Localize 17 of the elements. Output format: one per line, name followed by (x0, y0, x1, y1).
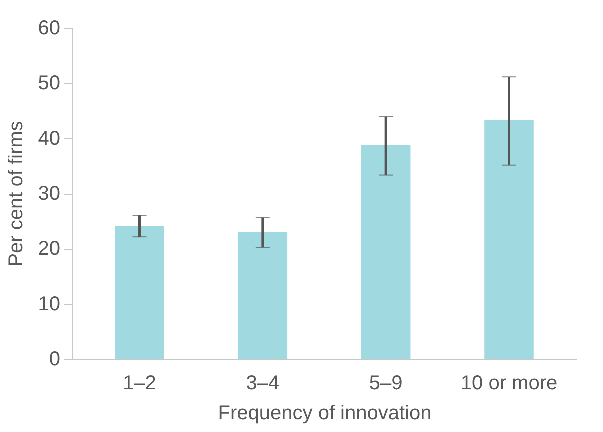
x-tick-label: 1–2 (123, 372, 156, 394)
y-tick-label: 30 (38, 183, 60, 205)
bar (484, 120, 534, 359)
y-tick-label: 0 (49, 348, 60, 370)
y-tick-label: 20 (38, 238, 60, 260)
x-tick-label: 5–9 (369, 372, 403, 394)
y-tick-label: 50 (38, 72, 60, 95)
y-axis-title: Per cent of firms (5, 121, 28, 267)
bar (361, 146, 411, 359)
x-axis-title: Frequency of innovation (218, 402, 432, 424)
y-tick-label: 40 (38, 128, 60, 150)
bar (238, 232, 288, 359)
x-tick-label: 10 or more (460, 372, 558, 394)
x-tick-label: 3–4 (246, 372, 280, 394)
y-tick-label: 10 (38, 293, 60, 316)
bar (115, 226, 164, 359)
y-tick-label: 60 (38, 18, 60, 40)
